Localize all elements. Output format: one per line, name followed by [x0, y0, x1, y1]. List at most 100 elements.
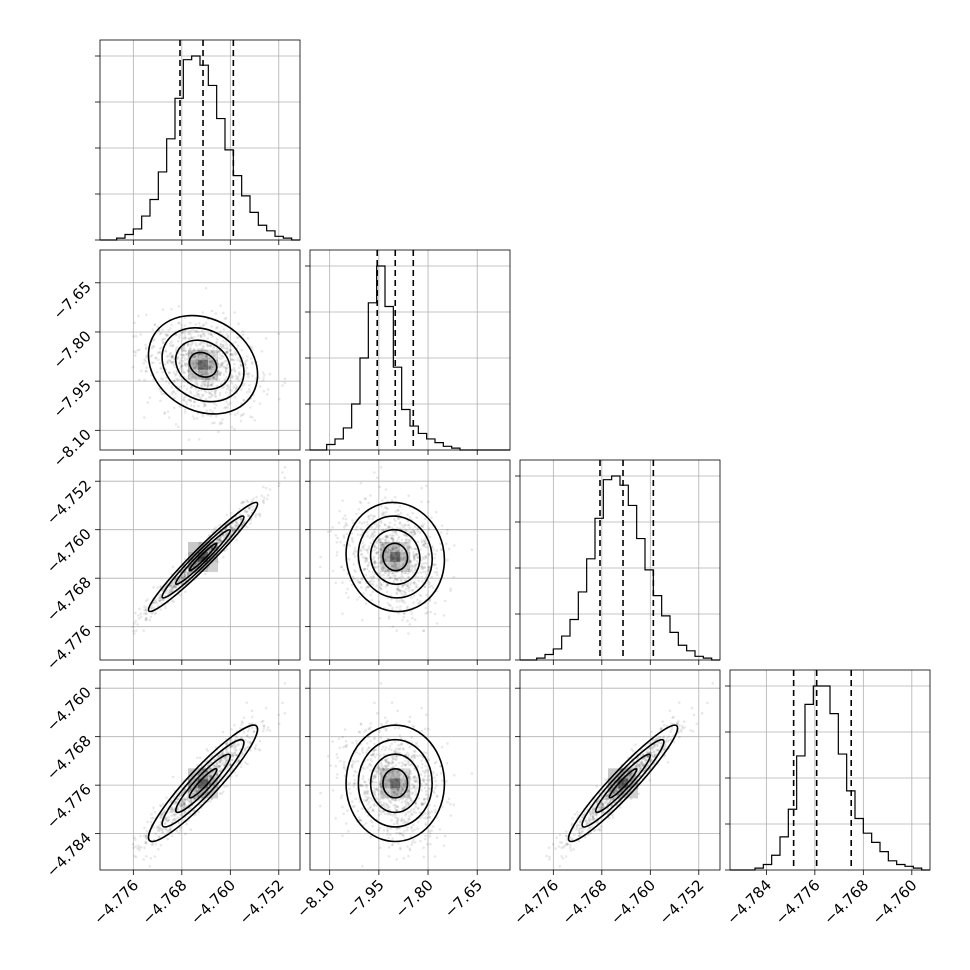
scatter-point [186, 342, 190, 346]
scatter-point [202, 323, 206, 327]
scatter-point [143, 846, 146, 849]
scatter-point [356, 578, 360, 582]
scatter-point [239, 517, 242, 521]
scatter-point [335, 551, 339, 554]
scatter-point [188, 377, 191, 381]
y-tick-label: −4.760 [43, 683, 95, 735]
scatter-point [420, 525, 424, 528]
scatter-point [435, 549, 439, 552]
scatter-point [231, 528, 234, 531]
scatter-point [375, 781, 378, 784]
density-contour [147, 501, 259, 613]
scatter-point [435, 794, 439, 798]
scatter-point [412, 530, 416, 533]
scatter-point [283, 381, 287, 385]
scatter-point [171, 586, 175, 589]
scatter-point [348, 781, 352, 785]
scatter-point [200, 371, 203, 374]
scatter-point [162, 598, 165, 601]
scatter-point [214, 342, 218, 345]
scatter-point [177, 831, 181, 835]
scatter-point [211, 365, 215, 369]
scatter-point [181, 346, 185, 349]
scatter-point [198, 756, 202, 759]
scatter-point [453, 544, 456, 547]
scatter-point [416, 540, 420, 544]
histogram-step [310, 265, 510, 451]
scatter-point [145, 830, 149, 833]
scatter-point [351, 741, 354, 745]
scatter-point [209, 392, 212, 395]
scatter-point [207, 396, 211, 399]
scatter-point [262, 724, 266, 727]
scatter-point [394, 747, 398, 750]
scatter-point [161, 338, 164, 342]
scatter-point [231, 758, 234, 761]
scatter-point [378, 538, 382, 541]
scatter-point [236, 377, 240, 380]
scatter-point [361, 777, 365, 781]
scatter-point [424, 823, 428, 827]
scatter-point [210, 360, 213, 364]
scatter-point [210, 362, 214, 366]
scatter-point [363, 567, 366, 571]
scatter-point [427, 569, 430, 573]
scatter-point [240, 364, 243, 367]
scatter-point [354, 570, 357, 573]
scatter-point [397, 612, 400, 615]
scatter-point [413, 828, 416, 831]
scatter-point [167, 354, 170, 358]
scatter-point [190, 337, 194, 340]
scatter-point [168, 371, 171, 375]
scatter-point [384, 585, 388, 588]
scatter-point [419, 571, 423, 574]
scatter-point [416, 827, 419, 830]
scatter-point [161, 370, 164, 374]
scatter-point [223, 347, 227, 350]
scatter-point [395, 592, 399, 595]
scatter-point [226, 383, 230, 387]
scatter-point [348, 787, 351, 791]
scatter-point [251, 374, 254, 378]
scatter-point [145, 618, 148, 622]
scatter-point [407, 546, 411, 550]
scatter-point [173, 396, 177, 400]
scatter-point [433, 804, 437, 808]
scatter-point [192, 417, 196, 421]
scatter-point [398, 599, 401, 603]
x-tick-label: −4.760 [607, 876, 659, 928]
scatter-point [199, 352, 203, 356]
scatter-point [406, 619, 409, 623]
scatter-point [185, 364, 188, 368]
density-bin [188, 359, 199, 370]
scatter-point [392, 517, 396, 521]
scatter-point [181, 576, 185, 580]
scatter-point [358, 500, 362, 504]
scatter-point [384, 542, 387, 545]
scatter-point [398, 748, 401, 751]
scatter-point [366, 796, 370, 799]
scatter-point [161, 308, 165, 311]
scatter-point [170, 307, 173, 311]
scatter-point [161, 830, 164, 833]
scatter-point [183, 803, 186, 806]
scatter-point [401, 585, 405, 588]
scatter-point [210, 344, 213, 347]
scatter-point [353, 555, 357, 558]
scatter-point [218, 349, 222, 353]
scatter-point [470, 548, 474, 551]
scatter-point [157, 826, 161, 829]
scatter-point [331, 740, 335, 743]
scatter-point [208, 356, 211, 360]
scatter-point [183, 408, 187, 411]
scatter-point [393, 546, 397, 549]
scatter-point [216, 372, 219, 376]
scatter-point [203, 383, 207, 387]
scatter-point [341, 834, 344, 837]
scatter-point [387, 617, 391, 620]
panel-2-1 [305, 459, 511, 665]
scatter-point [262, 729, 265, 733]
scatter-point [404, 591, 408, 595]
scatter-point [421, 566, 425, 569]
scatter-point [434, 811, 437, 814]
